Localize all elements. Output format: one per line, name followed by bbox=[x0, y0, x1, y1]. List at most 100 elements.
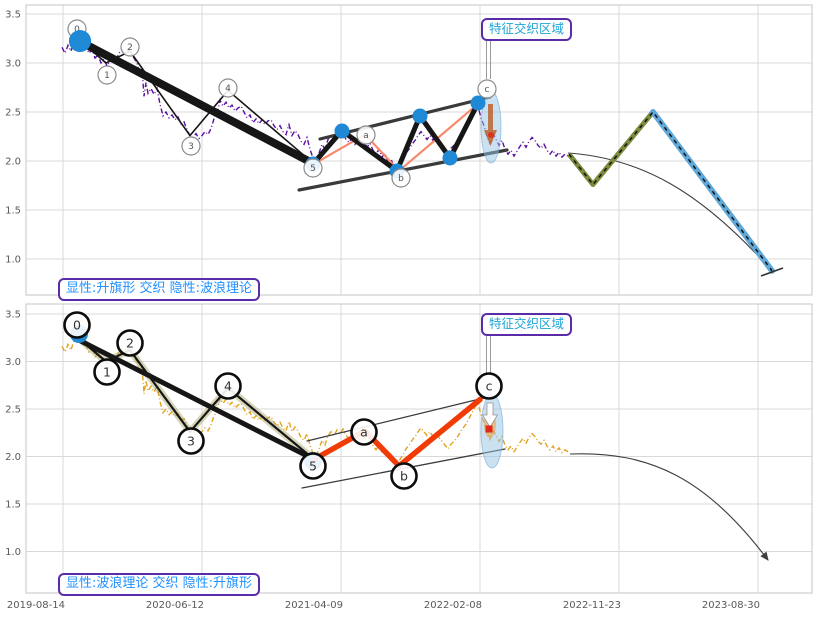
wave-label-text-5: 5 bbox=[310, 164, 316, 174]
wave-label-text-a: a bbox=[363, 131, 369, 141]
y-tick-label: 1.0 bbox=[5, 547, 21, 558]
wave-label-circle-b: b bbox=[390, 462, 418, 490]
projection-end-tick bbox=[760, 267, 784, 277]
wave-label-circle-outline-1 bbox=[97, 65, 117, 85]
y-tick-label: 2.0 bbox=[5, 157, 21, 168]
wave-label-circle-2: 2 bbox=[120, 37, 140, 57]
flag-channel-upper bbox=[306, 395, 493, 442]
wave-label-circle-outline-1 bbox=[93, 358, 121, 386]
wave-label-text-5: 5 bbox=[309, 459, 317, 474]
y-tick-label: 1.5 bbox=[5, 206, 21, 217]
wave-label-text-c: c bbox=[486, 379, 493, 394]
abc-wave-line bbox=[311, 396, 483, 469]
impulse-wave-zigzag bbox=[77, 37, 315, 165]
wave-label-circle-outline-3 bbox=[181, 136, 201, 156]
wave-label-text-3: 3 bbox=[187, 434, 195, 449]
wave-label-circle-outline-2 bbox=[120, 37, 140, 57]
wave-point-dot-2 bbox=[334, 123, 350, 139]
x-tick-label-0: 2019-08-14 bbox=[7, 600, 65, 611]
wave-label-circle-outline-4 bbox=[218, 78, 238, 98]
x-tick-label-2: 2021-04-09 bbox=[285, 600, 343, 611]
wave-label-circle-5: 5 bbox=[303, 158, 323, 178]
wave-label-text-2: 2 bbox=[127, 43, 133, 53]
trend-line-0-5 bbox=[77, 338, 317, 462]
x-tick-label-5: 2023-08-30 bbox=[702, 600, 760, 611]
wave-label-circle-outline-0 bbox=[63, 311, 91, 339]
wave-point-dot-0-top bbox=[69, 30, 91, 52]
wave-label-circle-outline-3 bbox=[177, 427, 205, 455]
interweave-zone-label-bottom: 特征交织区域 bbox=[481, 313, 573, 336]
red-square-marker bbox=[485, 425, 493, 433]
wave-label-circle-outline-a bbox=[350, 418, 378, 446]
wave-label-circle-outline-5 bbox=[303, 158, 323, 178]
wave-label-circle-outline-2 bbox=[116, 329, 144, 357]
pattern-caption-top: 显性:升旗形 交织 隐性:波浪理论 bbox=[58, 278, 261, 302]
wave-label-circle-3: 3 bbox=[177, 427, 205, 455]
projection-green-zigzag bbox=[567, 110, 655, 188]
y-tick-label: 3.5 bbox=[5, 10, 21, 21]
y-tick-label: 2.5 bbox=[5, 108, 21, 119]
panel-spine bbox=[25, 303, 813, 594]
wave-label-text-0: 0 bbox=[73, 318, 81, 333]
wave-label-circle-0: 0 bbox=[63, 311, 91, 339]
abc-wave-line bbox=[312, 101, 482, 172]
wave-label-text-a: a bbox=[360, 425, 368, 440]
wave-label-circle-a: a bbox=[356, 125, 376, 145]
wave-label-circle-outline-c bbox=[477, 79, 497, 99]
y-tick-label: 2.5 bbox=[5, 405, 21, 416]
wave-label-circle-4: 4 bbox=[218, 78, 238, 98]
wave-point-dot-5 bbox=[442, 150, 458, 166]
y-tick-label: 1.0 bbox=[5, 255, 21, 266]
pattern-caption-bottom: 显性:波浪理论 交织 隐性:升旗形 bbox=[58, 573, 261, 597]
down-arrow-white-icon bbox=[481, 402, 499, 428]
wave-label-circle-c: c bbox=[475, 372, 503, 400]
wave-label-text-0: 0 bbox=[74, 25, 80, 35]
y-tick-label: 3.5 bbox=[5, 310, 21, 321]
wave-label-text-1: 1 bbox=[104, 71, 110, 81]
wave-label-circle-outline-a bbox=[356, 125, 376, 145]
projection-curve-arrow bbox=[569, 453, 769, 561]
panel-bottom: 3.5 3.0 2.5 2.0 1.5 1.0 0 12 3 4 5 a b c bbox=[5, 303, 813, 594]
panel-top: 3.5 3.0 2.5 2.0 1.5 1.0 0 1 2 3 4 5 a b c bbox=[5, 4, 813, 296]
interweave-zone-label-top: 特征交织区域 bbox=[481, 18, 573, 41]
wave-label-circle-c: c bbox=[477, 79, 497, 99]
wave-label-circle-1: 1 bbox=[93, 358, 121, 386]
impulse-wave-zigzag bbox=[77, 336, 315, 461]
projection-arc bbox=[567, 152, 773, 272]
wave-label-text-2: 2 bbox=[126, 336, 134, 351]
x-tick-label-4: 2022-11-23 bbox=[563, 600, 621, 611]
wave-label-circle-4: 4 bbox=[214, 372, 242, 400]
wave-label-text-1: 1 bbox=[103, 365, 111, 380]
wave-label-text-3: 3 bbox=[188, 142, 194, 152]
wave-label-text-4: 4 bbox=[225, 84, 231, 94]
y-tick-label: 1.5 bbox=[5, 500, 21, 511]
y-tick-label: 2.0 bbox=[5, 452, 21, 463]
projection-dashed-overlay bbox=[568, 110, 773, 272]
wave-label-text-c: c bbox=[485, 85, 490, 95]
wave-label-text-4: 4 bbox=[224, 379, 232, 394]
trend-line-0-5 bbox=[76, 37, 318, 168]
x-tick-label-3: 2022-02-08 bbox=[424, 600, 482, 611]
wave-label-circle-outline-5 bbox=[299, 452, 327, 480]
wave-point-dot-6 bbox=[470, 95, 486, 111]
red-dot-marker bbox=[488, 132, 494, 138]
wave-label-circle-outline-c bbox=[475, 372, 503, 400]
wave-label-circle-outline-4 bbox=[214, 372, 242, 400]
wave-label-circle-outline-b bbox=[390, 462, 418, 490]
wave-point-dot-4 bbox=[412, 108, 428, 124]
wave-label-circle-5: 5 bbox=[299, 452, 327, 480]
wave-label-circle-3: 3 bbox=[181, 136, 201, 156]
wave-label-circle-1: 1 bbox=[97, 65, 117, 85]
wave-label-text-b: b bbox=[400, 469, 408, 484]
wave-label-text-b: b bbox=[398, 174, 404, 184]
wave-label-circle-a: a bbox=[350, 418, 378, 446]
panel-spine bbox=[25, 4, 813, 296]
x-tick-label-1: 2020-06-12 bbox=[146, 600, 204, 611]
y-tick-label: 3.0 bbox=[5, 357, 21, 368]
wave-label-circle-outline-b bbox=[391, 168, 411, 188]
wave-label-circle-b: b bbox=[391, 168, 411, 188]
wave-label-circle-2: 2 bbox=[116, 329, 144, 357]
y-tick-label: 3.0 bbox=[5, 59, 21, 70]
